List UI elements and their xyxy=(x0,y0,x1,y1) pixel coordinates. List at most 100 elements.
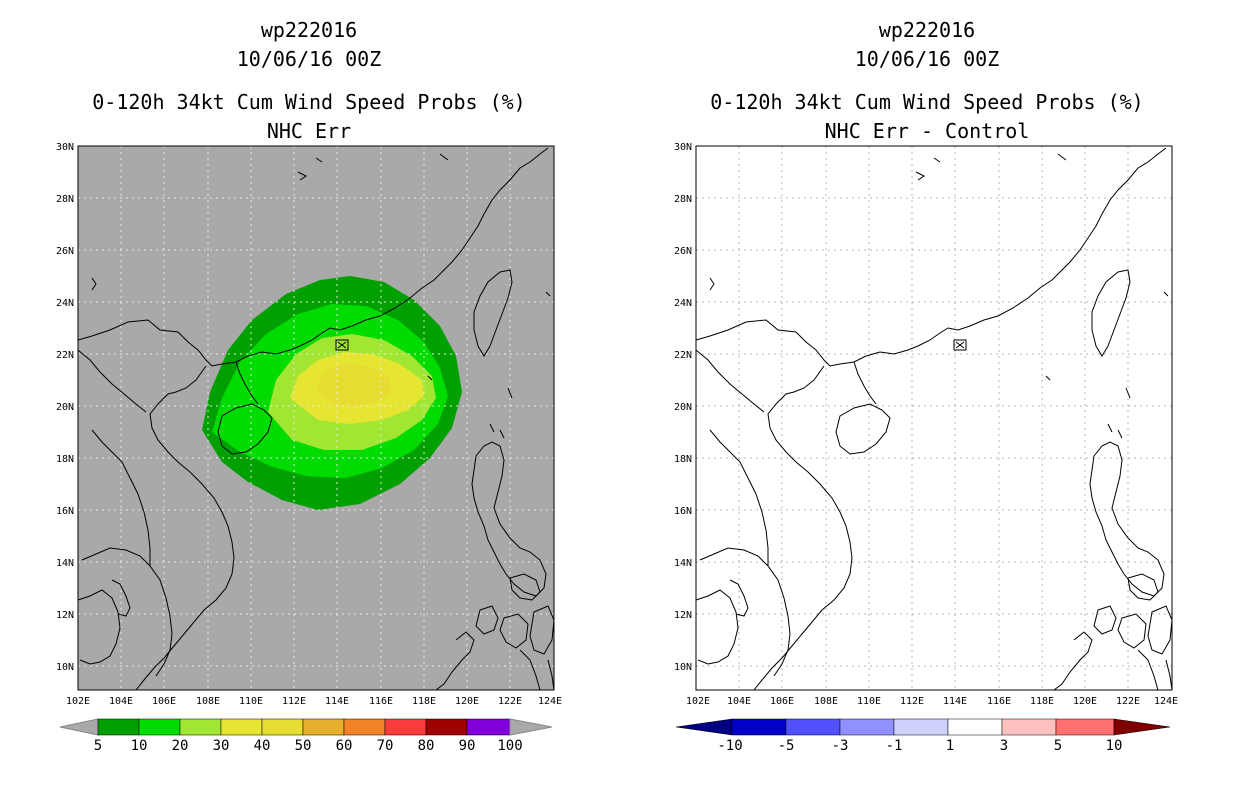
lat-label: 30N xyxy=(56,142,74,153)
colorbar-swatch xyxy=(839,718,895,736)
lon-label: 106E xyxy=(152,696,176,707)
lat-label: 18N xyxy=(674,454,692,465)
left-lat-labels: 30N 28N 26N 24N 22N 20N 18N 16N 14N 12N … xyxy=(56,142,74,673)
lon-label: 104E xyxy=(727,696,751,707)
colorbar-swatch xyxy=(97,718,140,736)
colorbar-label: 10 xyxy=(1106,738,1123,754)
colorbar-swatch xyxy=(893,718,949,736)
lat-label: 10N xyxy=(674,662,692,673)
lon-label: 118E xyxy=(412,696,436,707)
colorbar-label: 10 xyxy=(131,738,148,754)
lat-label: 26N xyxy=(56,246,74,257)
colorbar-label: 5 xyxy=(94,738,102,754)
colorbar-label: 70 xyxy=(377,738,394,754)
colorbar-label: -5 xyxy=(778,738,795,754)
right-title-product: 0-120h 34kt Cum Wind Speed Probs (%) xyxy=(710,90,1143,114)
left-title-storm-id: wp222016 xyxy=(261,18,357,42)
lat-label: 24N xyxy=(56,298,74,309)
right-title-subtitle: NHC Err - Control xyxy=(825,119,1030,143)
lat-label: 28N xyxy=(674,194,692,205)
lat-label: 20N xyxy=(674,402,692,413)
lon-label: 114E xyxy=(325,696,349,707)
colorbar-label: 80 xyxy=(418,738,435,754)
right-grid xyxy=(696,146,1172,690)
right-title-datetime: 10/06/16 00Z xyxy=(855,47,1000,71)
lon-label: 122E xyxy=(498,696,522,707)
right-colorbar-low-arrow-icon xyxy=(675,718,733,736)
right-colorbar-high-arrow-icon xyxy=(1113,718,1171,736)
left-colorbar: 5 10 20 30 40 50 60 70 80 90 100 xyxy=(59,718,553,754)
left-title-datetime: 10/06/16 00Z xyxy=(237,47,382,71)
lon-label: 102E xyxy=(686,696,710,707)
lat-label: 16N xyxy=(674,506,692,517)
lat-label: 20N xyxy=(56,402,74,413)
lat-label: 24N xyxy=(674,298,692,309)
lon-label: 112E xyxy=(900,696,924,707)
lat-label: 22N xyxy=(56,350,74,361)
colorbar-label: 5 xyxy=(1054,738,1062,754)
lon-label: 116E xyxy=(369,696,393,707)
colorbar-swatch xyxy=(1055,718,1115,736)
colorbar-swatch xyxy=(466,718,511,736)
lat-label: 18N xyxy=(56,454,74,465)
colorbar-swatch xyxy=(425,718,468,736)
lat-label: 30N xyxy=(674,142,692,153)
left-title-product: 0-120h 34kt Cum Wind Speed Probs (%) xyxy=(92,90,525,114)
lon-label: 114E xyxy=(943,696,967,707)
lat-label: 12N xyxy=(674,610,692,621)
left-title-subtitle: NHC Err xyxy=(267,119,351,143)
colorbar-swatch xyxy=(785,718,841,736)
colorbar-swatch xyxy=(1001,718,1057,736)
lon-label: 110E xyxy=(239,696,263,707)
lon-label: 108E xyxy=(814,696,838,707)
colorbar-label: -10 xyxy=(717,738,742,754)
colorbar-label: 60 xyxy=(336,738,353,754)
colorbar-label: -1 xyxy=(886,738,903,754)
right-panel: wp222016 10/06/16 00Z 0-120h 34kt Cum Wi… xyxy=(674,18,1178,754)
lon-label: 124E xyxy=(538,696,562,707)
colorbar-label: 100 xyxy=(497,738,522,754)
contour-40pct xyxy=(316,364,392,406)
right-lon-labels: 102E 104E 106E 108E 110E 112E 114E 116E … xyxy=(686,696,1178,707)
lat-label: 12N xyxy=(56,610,74,621)
lon-label: 112E xyxy=(282,696,306,707)
colorbar-swatch xyxy=(384,718,427,736)
lon-label: 108E xyxy=(196,696,220,707)
colorbar-label: 40 xyxy=(254,738,271,754)
lon-label: 102E xyxy=(66,696,90,707)
left-colorbar-high-arrow-icon xyxy=(509,718,553,736)
left-grid xyxy=(78,146,554,690)
colorbar-label: 3 xyxy=(1000,738,1008,754)
right-storm-marker-icon xyxy=(953,339,967,351)
colorbar-swatch xyxy=(179,718,222,736)
lon-label: 122E xyxy=(1116,696,1140,707)
right-lat-labels: 30N 28N 26N 24N 22N 20N 18N 16N 14N 12N … xyxy=(674,142,692,673)
lat-label: 14N xyxy=(674,558,692,569)
lat-label: 22N xyxy=(674,350,692,361)
colorbar-label: 30 xyxy=(213,738,230,754)
lon-label: 106E xyxy=(770,696,794,707)
colorbar-swatch xyxy=(302,718,345,736)
colorbar-swatch xyxy=(138,718,181,736)
colorbar-label: 1 xyxy=(946,738,954,754)
lat-label: 14N xyxy=(56,558,74,569)
left-probability-contours xyxy=(202,276,462,510)
lon-label: 120E xyxy=(455,696,479,707)
lat-label: 28N xyxy=(56,194,74,205)
left-colorbar-low-arrow-icon xyxy=(59,718,99,736)
colorbar-swatch xyxy=(947,718,1003,736)
colorbar-swatch xyxy=(731,718,787,736)
left-panel: wp222016 10/06/16 00Z 0-120h 34kt Cum Wi… xyxy=(56,18,562,754)
colorbar-swatch xyxy=(261,718,304,736)
colorbar-swatch xyxy=(220,718,263,736)
colorbar-label: 50 xyxy=(295,738,312,754)
lon-label: 110E xyxy=(857,696,881,707)
lon-label: 104E xyxy=(109,696,133,707)
right-map-background xyxy=(695,145,1173,691)
colorbar-label: 20 xyxy=(172,738,189,754)
left-storm-marker-icon xyxy=(335,339,349,351)
lat-label: 16N xyxy=(56,506,74,517)
lat-label: 10N xyxy=(56,662,74,673)
colorbar-swatch xyxy=(343,718,386,736)
